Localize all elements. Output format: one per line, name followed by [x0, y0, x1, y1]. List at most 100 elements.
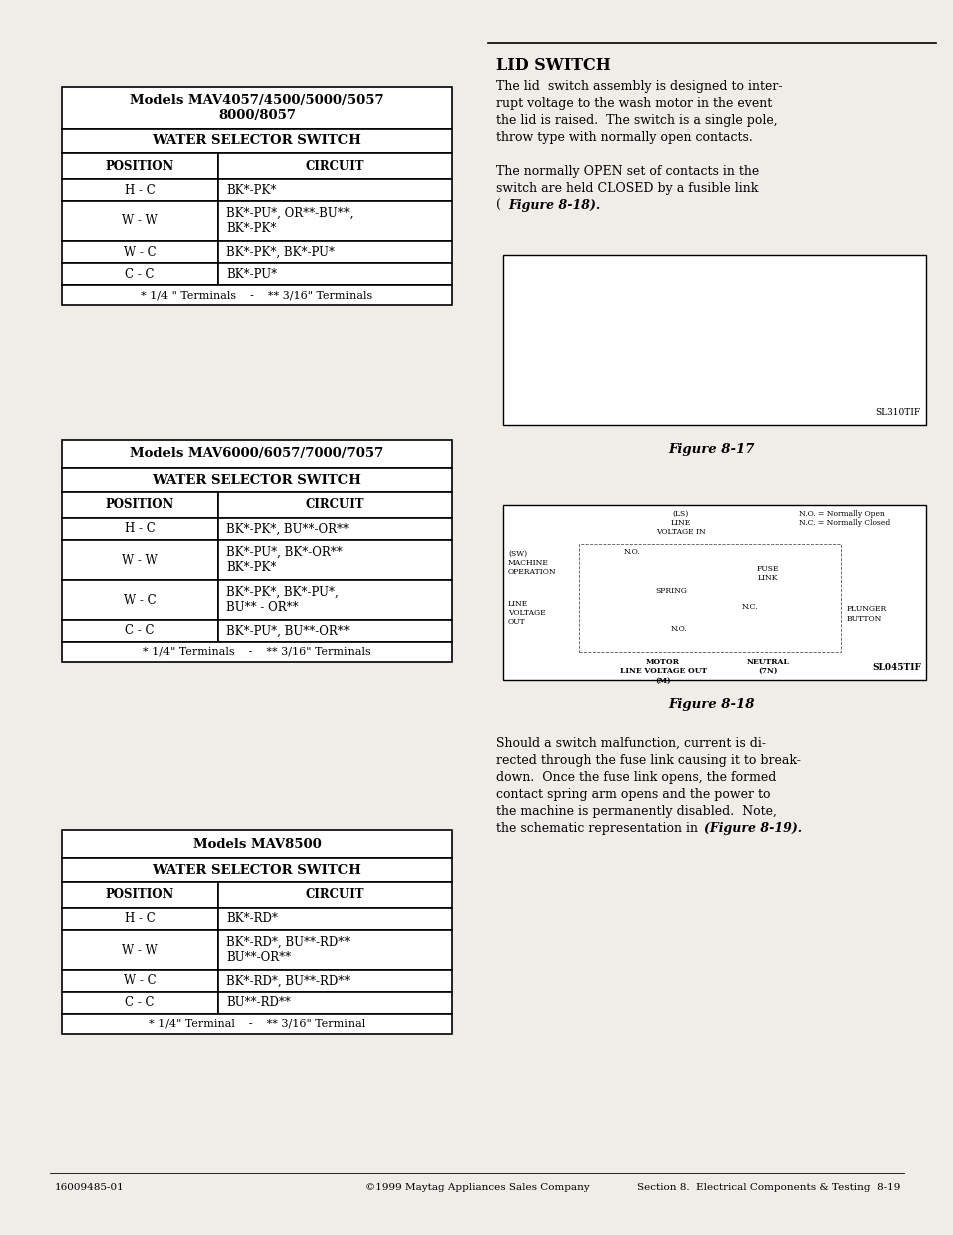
Text: rected through the fuse link causing it to break-: rected through the fuse link causing it …: [496, 755, 800, 767]
Text: POSITION: POSITION: [106, 499, 174, 511]
Text: the lid is raised.  The switch is a single pole,: the lid is raised. The switch is a singl…: [496, 114, 777, 127]
Bar: [502, 254, 925, 425]
Text: W - C: W - C: [124, 246, 156, 258]
Bar: [218, 969, 452, 992]
Text: The normally OPEN set of contacts in the: The normally OPEN set of contacts in the: [496, 165, 759, 178]
Bar: [62, 858, 452, 882]
Text: Models MAV4057/4500/5000/5057
8000/8057: Models MAV4057/4500/5000/5057 8000/8057: [130, 94, 383, 122]
Text: CIRCUIT: CIRCUIT: [305, 888, 364, 902]
Bar: [62, 285, 452, 305]
Text: W - W: W - W: [122, 553, 157, 567]
Text: W - C: W - C: [124, 594, 156, 606]
Bar: [218, 201, 452, 241]
Bar: [218, 153, 452, 179]
Text: WATER SELECTOR SWITCH: WATER SELECTOR SWITCH: [152, 863, 361, 877]
Text: Figure 8-18).: Figure 8-18).: [507, 199, 599, 212]
Bar: [62, 241, 218, 263]
Bar: [218, 580, 452, 620]
Bar: [218, 241, 452, 263]
Bar: [218, 992, 452, 1014]
Text: N.O.: N.O.: [622, 548, 639, 557]
Bar: [218, 179, 452, 201]
Text: rupt voltage to the wash motor in the event: rupt voltage to the wash motor in the ev…: [496, 98, 771, 110]
Bar: [218, 492, 452, 517]
Text: CIRCUIT: CIRCUIT: [305, 499, 364, 511]
Bar: [62, 580, 218, 620]
Bar: [62, 440, 452, 468]
Text: down.  Once the fuse link opens, the formed: down. Once the fuse link opens, the form…: [496, 771, 776, 784]
Text: H - C: H - C: [125, 184, 155, 196]
Bar: [62, 882, 218, 908]
Bar: [218, 540, 452, 580]
Text: BK*-PK*, BK*-PU*,
BU** - OR**: BK*-PK*, BK*-PU*, BU** - OR**: [226, 585, 338, 614]
Bar: [62, 128, 452, 153]
Text: (SW)
MACHINE
OPERATION: (SW) MACHINE OPERATION: [507, 550, 556, 577]
Text: contact spring arm opens and the power to: contact spring arm opens and the power t…: [496, 788, 770, 802]
Text: BK*-PU*, BK*-OR**
BK*-PK*: BK*-PU*, BK*-OR** BK*-PK*: [226, 546, 342, 574]
Bar: [218, 263, 452, 285]
Bar: [62, 620, 218, 642]
Text: Models MAV8500: Models MAV8500: [193, 837, 321, 851]
Text: Models MAV6000/6057/7000/7057: Models MAV6000/6057/7000/7057: [131, 447, 383, 461]
Text: WATER SELECTOR SWITCH: WATER SELECTOR SWITCH: [152, 473, 361, 487]
Text: Figure 8-18: Figure 8-18: [668, 698, 755, 711]
Text: POSITION: POSITION: [106, 888, 174, 902]
Text: Should a switch malfunction, current is di-: Should a switch malfunction, current is …: [496, 737, 765, 750]
Text: MOTOR
LINE VOLTAGE OUT
(M): MOTOR LINE VOLTAGE OUT (M): [618, 658, 706, 684]
Text: switch are held CLOSED by a fusible link: switch are held CLOSED by a fusible link: [496, 182, 758, 195]
Text: Figure 8-17: Figure 8-17: [668, 443, 755, 456]
Text: the machine is permanently disabled.  Note,: the machine is permanently disabled. Not…: [496, 805, 776, 818]
Text: Section 8.  Electrical Components & Testing  8-19: Section 8. Electrical Components & Testi…: [636, 1183, 899, 1192]
Bar: [62, 153, 218, 179]
Text: BK*-PK*, BU**-OR**: BK*-PK*, BU**-OR**: [226, 522, 349, 536]
Text: The lid  switch assembly is designed to inter-: The lid switch assembly is designed to i…: [496, 80, 781, 93]
Text: WATER SELECTOR SWITCH: WATER SELECTOR SWITCH: [152, 135, 361, 147]
Text: N.O. = Normally Open
N.C. = Normally Closed: N.O. = Normally Open N.C. = Normally Clo…: [799, 510, 889, 527]
Bar: [62, 86, 452, 128]
Bar: [62, 540, 218, 580]
Text: BK*-RD*: BK*-RD*: [226, 913, 277, 925]
Bar: [218, 930, 452, 969]
Text: SL310TIF: SL310TIF: [875, 408, 920, 417]
Text: (Figure 8-19).: (Figure 8-19).: [703, 823, 801, 835]
Text: N.O.: N.O.: [670, 625, 686, 632]
Bar: [218, 517, 452, 540]
Text: (: (: [496, 199, 504, 212]
Text: C - C: C - C: [125, 625, 154, 637]
Bar: [502, 505, 925, 680]
Bar: [62, 930, 218, 969]
Text: H - C: H - C: [125, 913, 155, 925]
Bar: [218, 620, 452, 642]
Text: BK*-RD*, BU**-RD**: BK*-RD*, BU**-RD**: [226, 974, 350, 988]
Text: W - C: W - C: [124, 974, 156, 988]
Text: * 1/4 " Terminals    -    ** 3/16" Terminals: * 1/4 " Terminals - ** 3/16" Terminals: [141, 290, 373, 300]
Bar: [218, 908, 452, 930]
Bar: [218, 882, 452, 908]
Text: * 1/4" Terminals    -    ** 3/16" Terminals: * 1/4" Terminals - ** 3/16" Terminals: [143, 647, 371, 657]
Text: SL045TIF: SL045TIF: [871, 663, 920, 672]
Text: LID SWITCH: LID SWITCH: [496, 57, 610, 74]
Text: W - W: W - W: [122, 944, 157, 956]
Bar: [62, 517, 218, 540]
Text: BK*-PU*: BK*-PU*: [226, 268, 276, 280]
Text: BK*-PU*, OR**-BU**,
BK*-PK*: BK*-PU*, OR**-BU**, BK*-PK*: [226, 207, 354, 235]
Bar: [62, 992, 218, 1014]
Text: (LS)
LINE
VOLTAGE IN: (LS) LINE VOLTAGE IN: [655, 510, 705, 536]
Text: H - C: H - C: [125, 522, 155, 536]
Text: W - W: W - W: [122, 215, 157, 227]
Text: C - C: C - C: [125, 997, 154, 1009]
Text: BK*-PK*, BK*-PU*: BK*-PK*, BK*-PU*: [226, 246, 335, 258]
Bar: [578, 543, 841, 652]
Text: NEUTRAL
(7N): NEUTRAL (7N): [746, 658, 788, 676]
Text: the schematic representation in: the schematic representation in: [496, 823, 701, 835]
Bar: [62, 263, 218, 285]
Bar: [62, 179, 218, 201]
Bar: [62, 1014, 452, 1034]
Text: BK*-PU*, BU**-OR**: BK*-PU*, BU**-OR**: [226, 625, 350, 637]
Text: PLUNGER
BUTTON: PLUNGER BUTTON: [845, 605, 885, 622]
Bar: [62, 492, 218, 517]
Text: LINE
VOLTAGE
OUT: LINE VOLTAGE OUT: [507, 600, 545, 626]
Text: BK*-PK*: BK*-PK*: [226, 184, 276, 196]
Text: * 1/4" Terminal    -    ** 3/16" Terminal: * 1/4" Terminal - ** 3/16" Terminal: [149, 1019, 365, 1029]
Text: N.C.: N.C.: [740, 603, 757, 611]
